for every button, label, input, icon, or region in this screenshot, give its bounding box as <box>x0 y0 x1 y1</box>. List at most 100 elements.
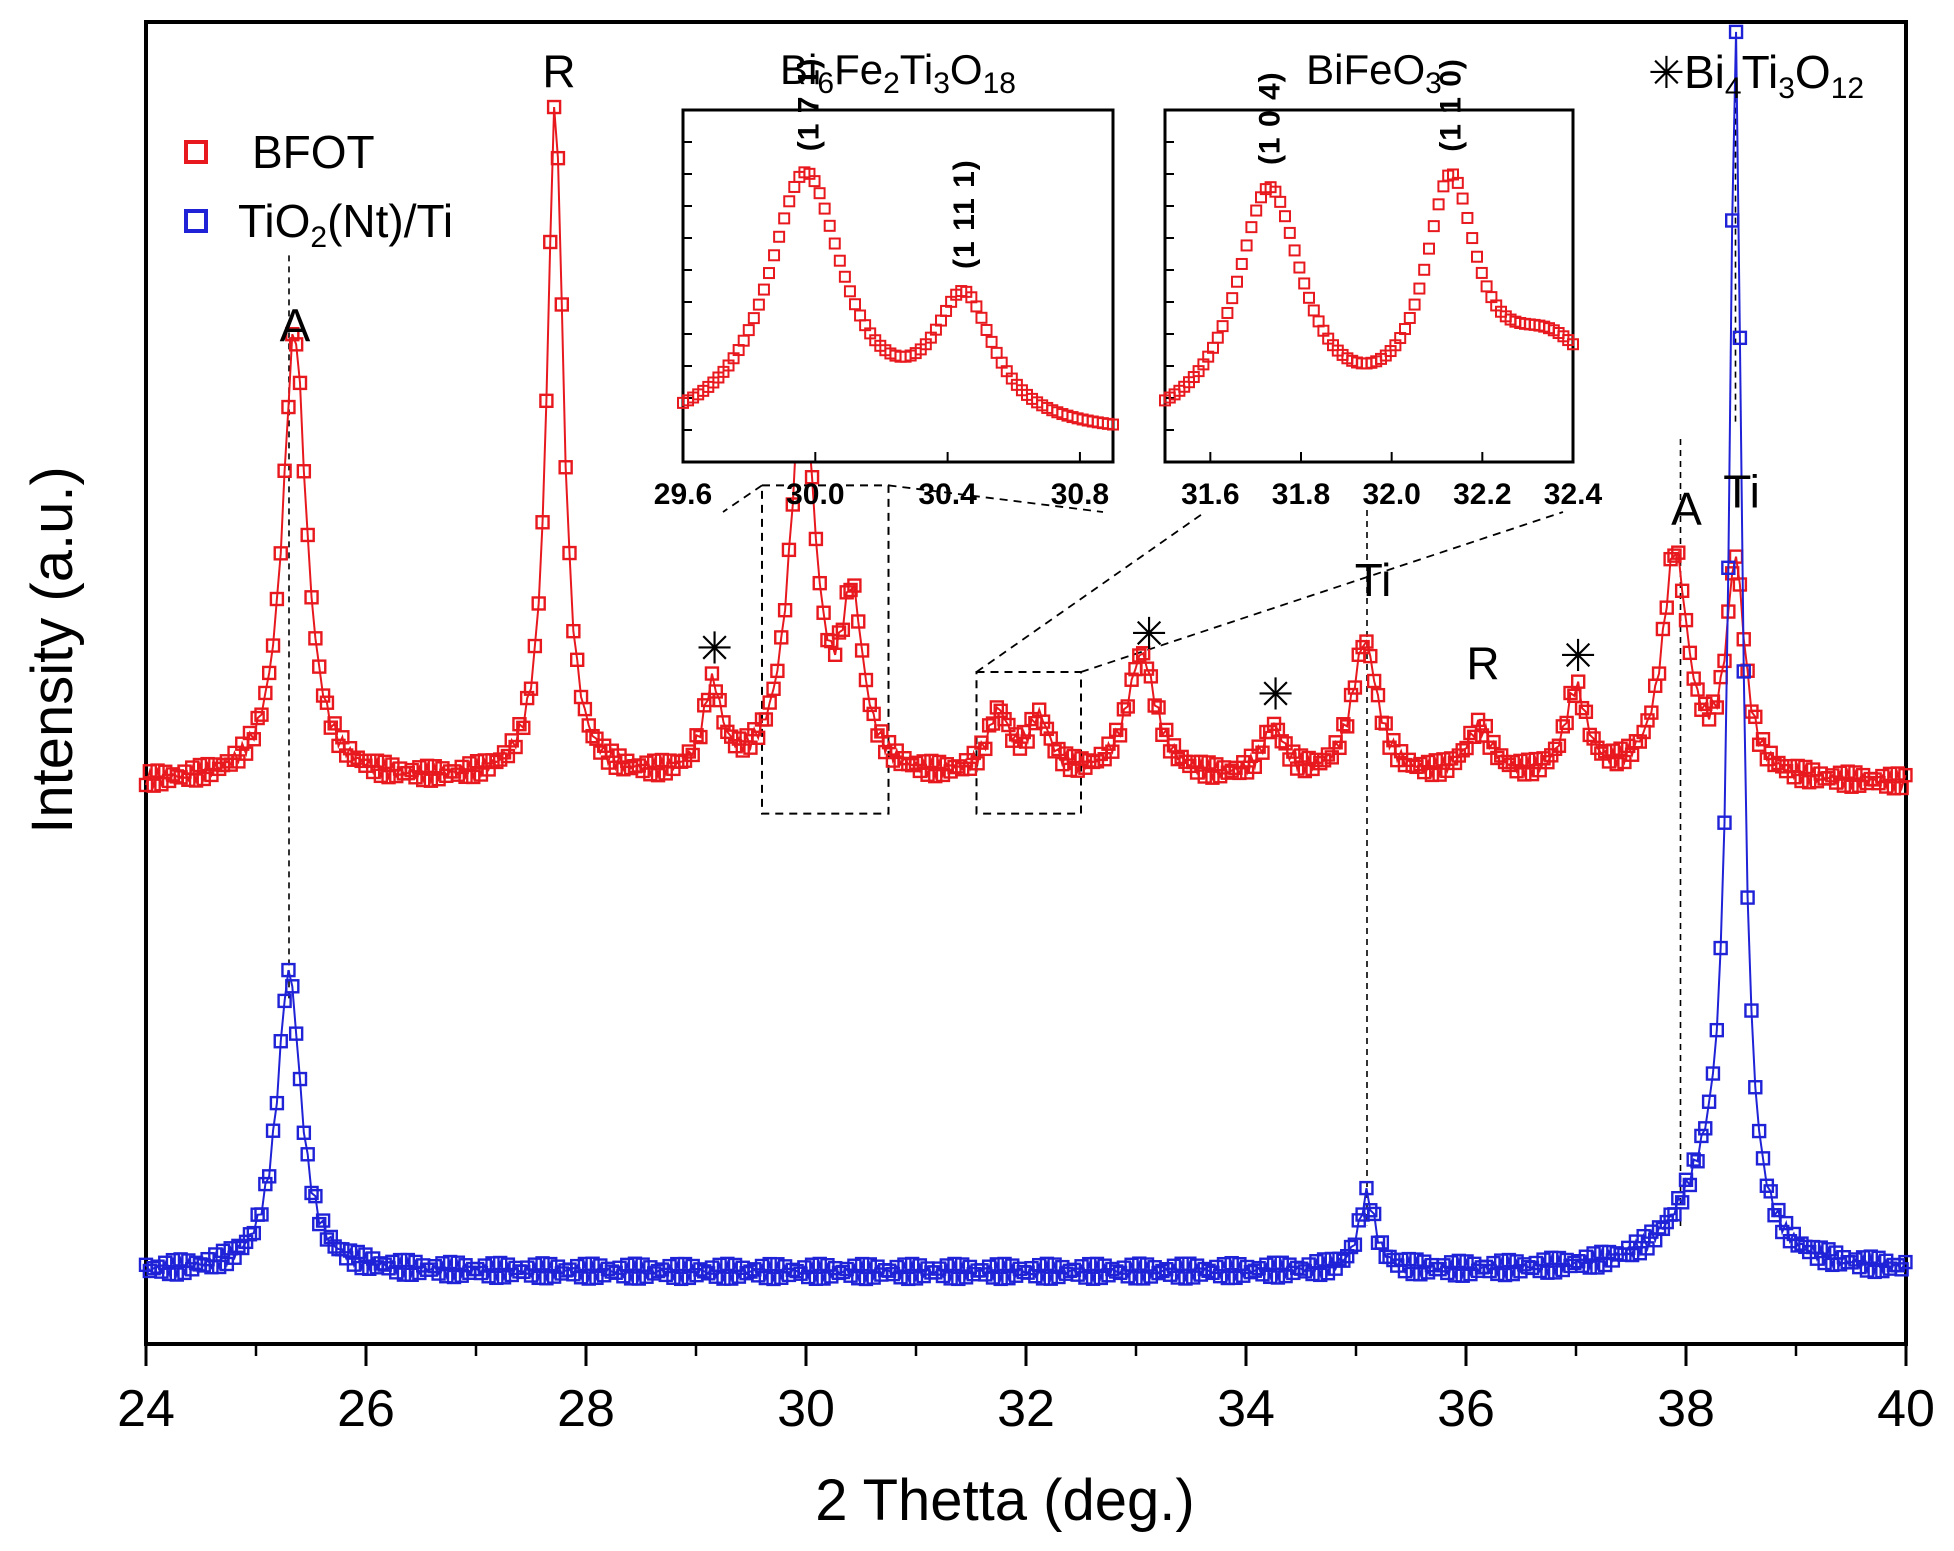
data-point <box>1162 1267 1178 1282</box>
data-point <box>1147 698 1162 713</box>
inset-data-point <box>1274 195 1287 208</box>
data-point <box>1139 661 1155 676</box>
data-point <box>1424 767 1440 783</box>
data-point <box>1328 1261 1343 1276</box>
data-point <box>1247 759 1263 774</box>
data-point <box>978 741 993 757</box>
data-point <box>1078 1270 1093 1285</box>
data-point <box>1062 762 1078 778</box>
inset-data-point <box>1408 298 1421 311</box>
inset-data-point <box>838 270 851 283</box>
data-point <box>785 497 800 512</box>
star-marker: ✳ <box>1560 632 1597 681</box>
data-point <box>1197 769 1212 784</box>
data-point <box>812 575 827 591</box>
data-point <box>292 1071 308 1087</box>
data-point <box>666 1270 681 1285</box>
inset-data-point <box>742 324 755 337</box>
data-point <box>1220 1270 1236 1286</box>
data-point <box>304 1185 319 1201</box>
data-point <box>1359 634 1374 649</box>
data-point <box>889 1259 904 1275</box>
data-point <box>1536 751 1551 766</box>
data-point <box>473 1265 489 1281</box>
data-point <box>1640 713 1655 728</box>
data-point <box>770 663 785 679</box>
data-point <box>970 756 985 771</box>
data-point <box>1505 754 1520 770</box>
data-point <box>693 729 708 745</box>
data-point <box>643 767 658 782</box>
data-point <box>146 778 161 793</box>
inset-data-point <box>773 230 786 243</box>
data-point <box>716 1271 731 1286</box>
data-point <box>1513 753 1528 769</box>
data-point <box>1178 1271 1193 1286</box>
data-point <box>1370 687 1386 703</box>
data-point <box>808 531 824 547</box>
inset-data-point <box>833 254 846 267</box>
data-point <box>477 1258 492 1273</box>
data-point <box>735 743 750 758</box>
miller-index: (1 7 1) <box>793 57 826 151</box>
data-point <box>1451 1253 1467 1269</box>
data-point <box>1890 1258 1905 1273</box>
data-point <box>177 764 192 779</box>
inset-data-point <box>818 202 831 215</box>
data-point <box>874 724 889 739</box>
data-point <box>262 1169 277 1184</box>
data-point <box>300 527 315 543</box>
data-point <box>246 732 262 747</box>
data-point <box>1313 1267 1328 1283</box>
data-point <box>1825 768 1840 783</box>
data-point <box>1159 722 1174 738</box>
data-point <box>1659 1214 1674 1230</box>
data-point <box>1124 1257 1139 1272</box>
data-point <box>188 773 204 788</box>
inset-x-tick-label: 32.2 <box>1453 478 1511 511</box>
data-point <box>1640 1241 1655 1256</box>
data-point <box>562 1262 577 1277</box>
data-point <box>816 605 831 620</box>
data-point <box>1590 1260 1605 1275</box>
inset-data-point <box>752 298 765 311</box>
data-point <box>774 630 789 645</box>
data-point <box>1135 646 1151 661</box>
data-point <box>1574 1258 1590 1273</box>
data-point <box>1378 716 1393 731</box>
data-point <box>762 695 777 710</box>
data-point <box>1570 674 1586 689</box>
inset-data-point <box>763 267 775 280</box>
data-point <box>342 1243 358 1258</box>
data-point <box>808 1271 824 1287</box>
inset-data-point <box>1403 311 1416 324</box>
data-point <box>1201 755 1216 770</box>
data-point <box>1274 1255 1289 1270</box>
data-point <box>238 746 254 761</box>
data-point <box>989 1257 1005 1272</box>
data-point <box>404 762 419 778</box>
data-point <box>1890 766 1905 781</box>
inset-x-tick-label: 30.8 <box>1051 478 1109 511</box>
data-point <box>1432 767 1447 782</box>
data-point <box>1409 1252 1424 1267</box>
inset-frame <box>681 108 1115 464</box>
data-point <box>1182 1256 1197 1271</box>
data-point <box>512 716 527 732</box>
data-point <box>670 1256 685 1272</box>
data-point <box>835 622 851 637</box>
data-point <box>1020 734 1035 749</box>
data-point <box>1232 765 1247 781</box>
data-point <box>762 1256 777 1272</box>
data-point <box>1744 1003 1759 1018</box>
data-point <box>1713 940 1728 956</box>
inset-x-tick-label: 32.4 <box>1544 478 1603 511</box>
data-point <box>258 685 273 701</box>
data-point <box>300 1147 315 1162</box>
data-point <box>469 1261 485 1277</box>
data-point <box>431 1266 446 1281</box>
data-point <box>1813 1240 1828 1255</box>
data-point <box>1586 1246 1601 1261</box>
data-point <box>1166 738 1182 753</box>
data-point <box>1852 1259 1867 1275</box>
